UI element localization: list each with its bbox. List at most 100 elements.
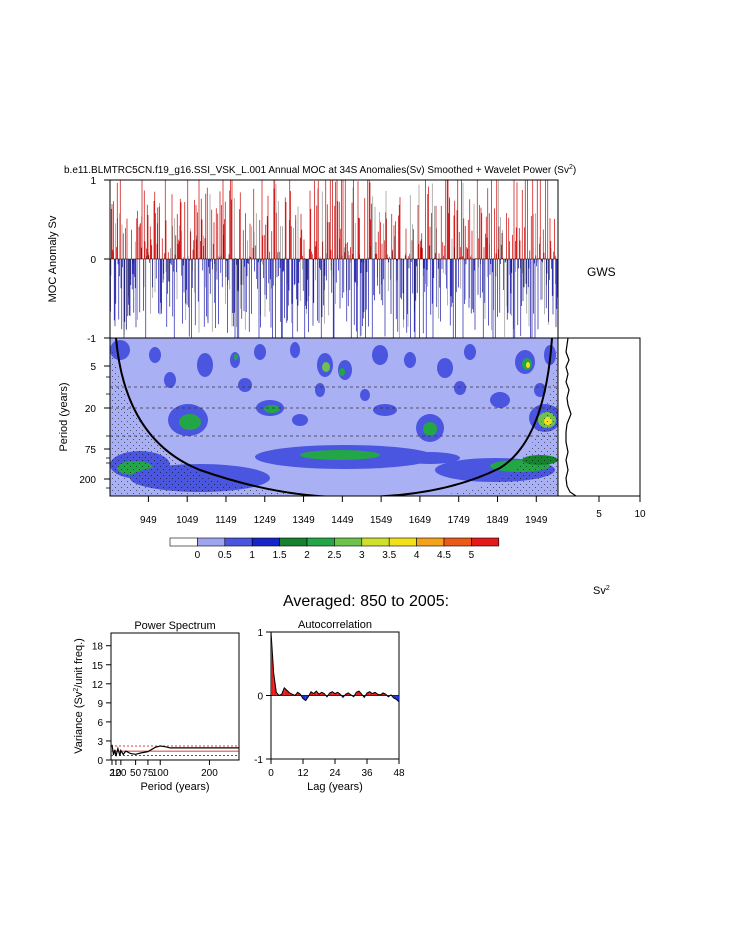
wavelet-contour-region xyxy=(322,362,330,372)
wavelet-contour-region xyxy=(454,381,466,395)
power-spectrum-xtick-label: 200 xyxy=(201,768,218,779)
power-spectrum-frame xyxy=(110,632,240,761)
power-spectrum-xtick-label: 100 xyxy=(152,768,169,779)
power-spectrum-ytick-label: 6 xyxy=(97,718,103,729)
wavelet-xtick-label: 1849 xyxy=(486,515,509,526)
wavelet-contour-region xyxy=(372,345,388,365)
autocorrelation-xtick-label: 24 xyxy=(329,768,341,779)
power-spectrum-xtick-label: 75 xyxy=(142,768,154,779)
autocorrelation-plot xyxy=(270,631,400,703)
wavelet-contour-region xyxy=(110,340,130,360)
power-spectrum-yticks: 0 3 6 9 12 15 18 xyxy=(92,642,111,767)
wavelet-xtick-label: 1249 xyxy=(254,515,277,526)
power-spectrum-xtick-label: 20 xyxy=(115,768,127,779)
wavelet-ytick-label: 200 xyxy=(79,475,96,486)
wavelet-contour-region xyxy=(360,389,370,401)
wavelet-contour-region xyxy=(437,358,453,378)
wavelet-contour-region xyxy=(526,362,530,368)
autocorrelation-panel: Autocorrelation 1 0 -1 0 12 24 36 48 Lag (year… xyxy=(254,619,405,793)
autocorrelation-xticks: 0 12 24 36 48 xyxy=(268,759,405,779)
wavelet-contour-region xyxy=(490,392,510,408)
wavelet-contour-region xyxy=(423,422,437,436)
autocorrelation-fill xyxy=(396,695,399,702)
wavelet-xtick-label: 1049 xyxy=(176,515,199,526)
colorbar-swatch xyxy=(169,537,198,547)
wavelet-contour-region xyxy=(238,378,252,392)
wavelet-contour-region xyxy=(464,344,476,360)
timeseries-bars xyxy=(110,180,558,338)
gws-xtick-label: 10 xyxy=(634,509,646,520)
wavelet-ylabel: Period (years) xyxy=(58,382,70,451)
cone-of-influence-hatch xyxy=(110,338,558,496)
power-spectrum-ytick-label: 18 xyxy=(92,642,104,653)
wavelet-contour-region xyxy=(300,450,380,460)
wavelet-ytick-label: 5 xyxy=(90,362,96,373)
autocorrelation-ytick-label: -1 xyxy=(254,755,263,766)
wavelet-contour-region xyxy=(315,383,325,397)
colorbar-swatch xyxy=(388,537,417,547)
colorbar-swatch xyxy=(471,537,500,547)
gws-panel: 5 10 xyxy=(557,337,646,520)
wavelet-xtick-label: 1449 xyxy=(331,515,354,526)
colorbar-label: 5 xyxy=(469,550,475,561)
autocorrelation-fill xyxy=(367,691,370,696)
wavelet-xtick-label: 1349 xyxy=(292,515,315,526)
gws-frame xyxy=(557,337,641,497)
wavelet-ytick-label: 75 xyxy=(85,445,97,456)
power-spectrum-xtick-label: 2 xyxy=(109,768,115,779)
wavelet-contour-region xyxy=(149,347,161,363)
gws-label: GWS xyxy=(587,265,616,279)
timeseries-ytick-label: -1 xyxy=(87,334,96,345)
wavelet-contour-region xyxy=(373,404,397,416)
colorbar-swatch xyxy=(416,537,445,547)
autocorrelation-ytick-label: 1 xyxy=(257,628,263,639)
power-spectrum-ylabel: Variance (Sv2/unit freq.) xyxy=(73,638,85,754)
timeseries-ytick-label: 1 xyxy=(90,176,96,187)
wavelet-contour-region xyxy=(404,352,416,368)
wavelet-contour-region xyxy=(292,414,308,426)
power-spectrum-xlabel: Period (years) xyxy=(140,781,209,793)
figure-title: b.e11.BLMTRC5CN.f19_g16.SSI_VSK_L.001 An… xyxy=(64,164,576,176)
wavelet-xtick-label: 1649 xyxy=(409,515,432,526)
wavelet-xticks: 949 1049 1149 1249 1349 1449 1549 1649 1749 1849 1… xyxy=(140,496,548,526)
power-spectrum-line xyxy=(111,744,239,757)
autocorrelation-fill xyxy=(329,691,333,696)
colorbar-swatch xyxy=(443,537,472,547)
colorbar-label: 1.5 xyxy=(273,550,287,561)
wavelet-contour-region xyxy=(234,354,238,360)
wavelet-contour-region xyxy=(164,372,176,388)
wavelet-contour-region xyxy=(179,414,201,430)
sv2-label: Sv2 xyxy=(593,585,610,597)
power-spectrum-ytick-label: 9 xyxy=(97,699,103,710)
power-spectrum-ytick-label: 12 xyxy=(92,680,104,691)
autocorrelation-xtick-label: 36 xyxy=(361,768,373,779)
autocorrelation-xtick-label: 0 xyxy=(268,768,274,779)
colorbar-label: 0.5 xyxy=(218,550,232,561)
wavelet-xtick-label: 1149 xyxy=(215,515,237,526)
power-spectrum-xtick-label: 10 xyxy=(110,768,122,779)
colorbar-label: 3.5 xyxy=(382,550,396,561)
power-spectrum-ytick-label: 15 xyxy=(92,661,104,672)
cone-of-influence xyxy=(115,338,553,496)
colorbar-label: 2 xyxy=(304,550,310,561)
wavelet-xtick-label: 949 xyxy=(140,515,157,526)
gws-line xyxy=(565,337,577,497)
autocorrelation-xlabel: Lag (years) xyxy=(307,781,363,793)
wavelet-xtick-label: 1549 xyxy=(370,515,393,526)
autocorrelation-line xyxy=(270,631,400,703)
power-spectrum-xtick-label: 50 xyxy=(130,768,142,779)
colorbar-label: 1 xyxy=(249,550,255,561)
colorbar-swatch xyxy=(197,537,226,547)
wavelet-xtick-label: 1949 xyxy=(525,515,548,526)
wavelet-contour-region xyxy=(254,344,266,360)
autocorrelation-ytick-label: 0 xyxy=(257,692,263,703)
wavelet-contour-region xyxy=(290,342,300,358)
colorbar-label: 4 xyxy=(414,550,420,561)
autocorrelation-fill xyxy=(303,695,306,701)
colorbar-label: 2.5 xyxy=(327,550,341,561)
colorbar-swatch xyxy=(334,537,363,547)
power-spectrum-plot xyxy=(111,744,239,757)
colorbar-label: 0 xyxy=(195,550,201,561)
